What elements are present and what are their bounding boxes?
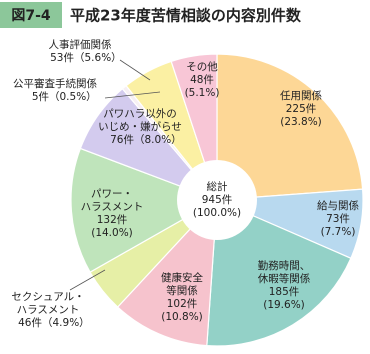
slice-label: 勤務時間、休暇等関係 xyxy=(258,259,311,285)
percent-label: (23.8%) xyxy=(280,116,322,128)
percent-label: （4.9%） xyxy=(42,317,90,329)
value-label: 102件 xyxy=(167,298,198,310)
figure-label: 図7-4 xyxy=(11,8,51,24)
value-label: 48件 xyxy=(190,74,214,86)
slice-label: パワハラ以外のいじめ・嫌がらせ xyxy=(98,108,182,133)
percent-label: (7.7%) xyxy=(321,226,356,238)
pie-slice xyxy=(116,198,218,347)
total-percent: (100.0%) xyxy=(193,207,241,219)
figure-label-box xyxy=(0,2,62,28)
value-label: 73件 xyxy=(326,213,350,225)
slice-label: 給与関係 xyxy=(317,199,359,212)
percent-label: （0.5%） xyxy=(49,91,97,103)
slice-label: 公平審査手続関係 xyxy=(13,77,97,90)
slice-label: セクシュアル・ハラスメント xyxy=(11,291,84,316)
value-label: 225件 xyxy=(286,103,317,115)
percent-label: (10.8%) xyxy=(161,311,203,323)
slice-label: 任用関係 xyxy=(280,89,322,102)
value-label: 185件 xyxy=(269,286,300,298)
total-label: 総計 xyxy=(207,180,228,193)
pie-slice xyxy=(70,147,219,273)
value-label: 76件 xyxy=(110,134,134,146)
percent-label: (5.1%) xyxy=(185,87,220,99)
slice-label: 健康安全等関係 xyxy=(161,271,203,297)
chart-title: 平成23年度苦情相談の内容別件数 xyxy=(70,7,302,25)
center-hole xyxy=(177,160,257,240)
leader-line xyxy=(104,91,161,99)
leader-line xyxy=(69,269,106,291)
percent-label: （5.6%） xyxy=(74,52,122,64)
slice-label: その他 xyxy=(186,60,218,73)
value-label: 5件 xyxy=(32,91,49,103)
percent-label: （8.0%） xyxy=(134,134,182,146)
percent-label: (19.6%) xyxy=(263,299,305,311)
value-label: 132件 xyxy=(97,214,128,226)
percent-label: (14.0%) xyxy=(91,227,133,239)
pie-slice xyxy=(216,53,364,201)
value-label: 46件 xyxy=(18,317,42,329)
total-value: 945件 xyxy=(202,194,233,206)
leader-line xyxy=(119,59,151,81)
pie-slice xyxy=(206,199,352,347)
value-label: 53件 xyxy=(50,52,74,64)
slice-label: 人事評価関係 xyxy=(49,38,112,51)
slice-label: パワー・ハラスメント xyxy=(81,188,144,213)
